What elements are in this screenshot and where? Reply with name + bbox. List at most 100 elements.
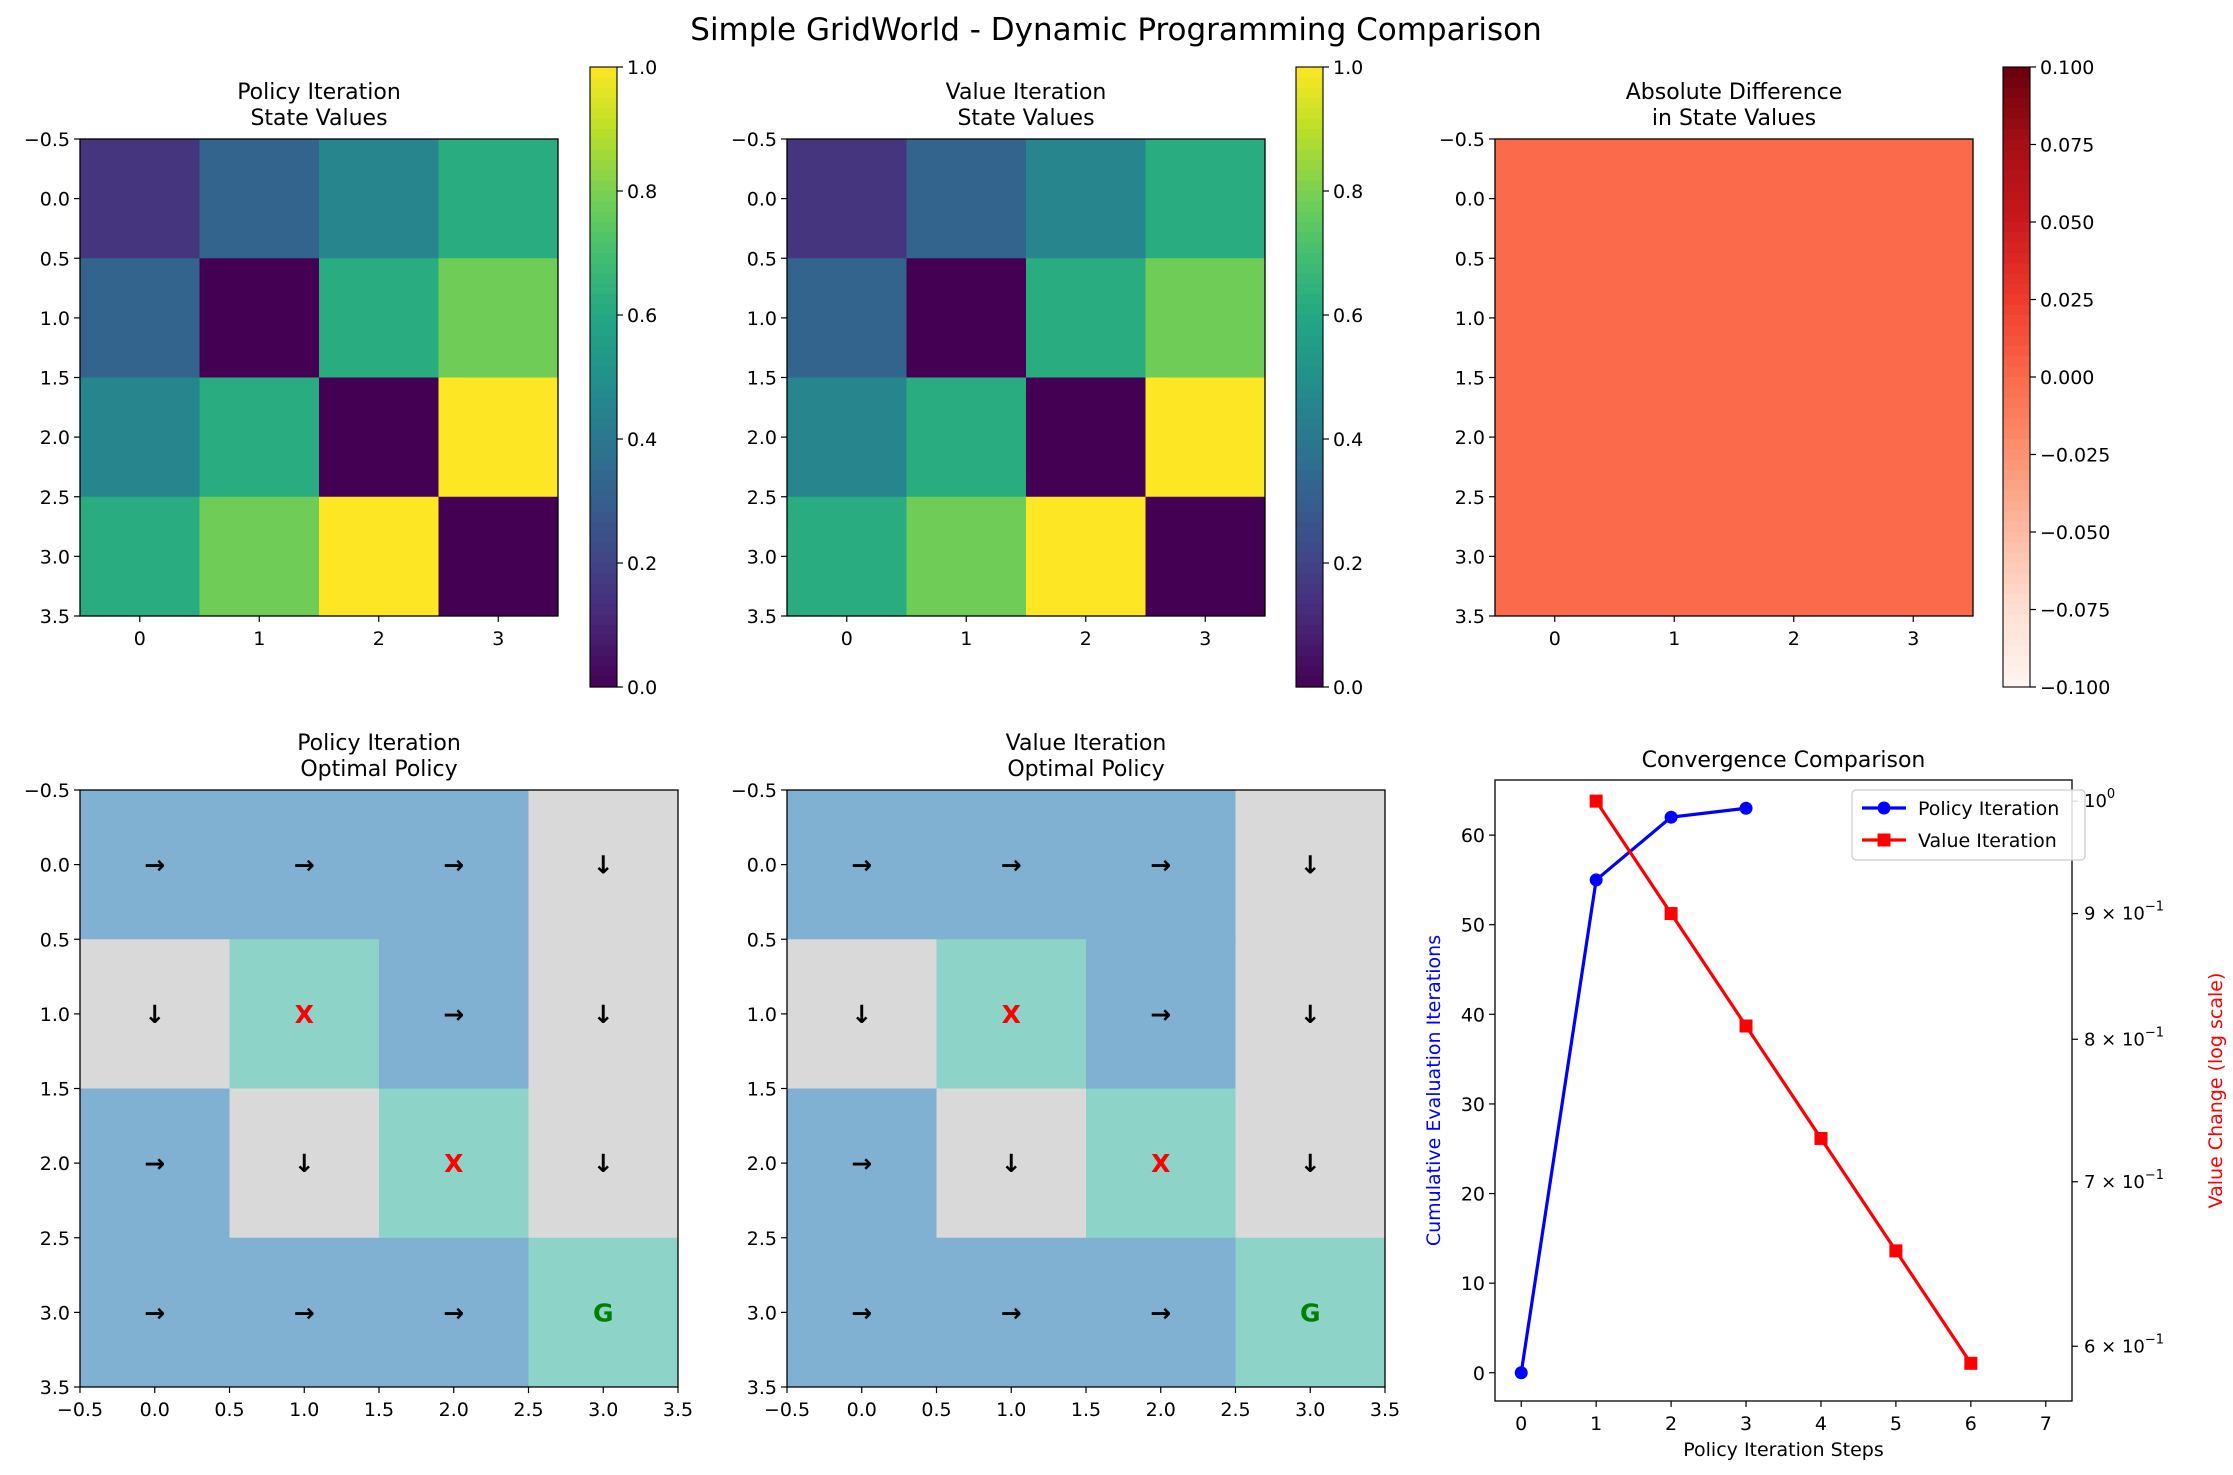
colorbar-segment (590, 532, 617, 543)
y-tick-label: 0.0 (40, 855, 70, 877)
policy-cell (379, 790, 529, 940)
heatmap-cell (1614, 258, 1735, 378)
colorbar-segment (1296, 676, 1323, 688)
colorbar-segment (590, 129, 617, 140)
policy-cell (528, 1237, 679, 1388)
y-tick-label: 0.5 (40, 929, 70, 951)
x-tick-label: 0.5 (214, 1399, 244, 1421)
arrow-right-icon: → (144, 1298, 165, 1327)
policy-cell (1235, 939, 1386, 1089)
colorbar-tick-label: −0.075 (2040, 600, 2110, 622)
colorbar-segment (590, 201, 617, 213)
policy-cell (1235, 1237, 1386, 1388)
policy-cell (379, 1237, 529, 1388)
plot-frame (1494, 779, 2073, 1402)
colorbar-segment (2003, 614, 2030, 626)
pi_values-title-line-1: Policy Iteration (237, 80, 401, 105)
tick-exponent: −1 (2145, 1025, 2164, 1040)
data-point (1589, 873, 1603, 887)
policy-cell (787, 1088, 937, 1239)
policy-cell (787, 939, 937, 1089)
y-tick-label: 1.5 (747, 368, 777, 390)
colorbar-tick-label: 0.2 (627, 553, 657, 575)
y-tick-label-right: 7 × 10−1 (2084, 1168, 2164, 1193)
colorbar-segment (1296, 542, 1323, 554)
x-tick-label: 1.5 (1071, 1399, 1101, 1421)
x-tick-label: 2 (373, 628, 385, 650)
colorbar-segment (590, 180, 617, 192)
y-tick-label-left: 40 (1461, 1004, 1485, 1026)
colorbar-segment (2003, 408, 2030, 419)
y-tick-label: −0.5 (24, 780, 70, 802)
x-tick-label: 3.0 (588, 1399, 618, 1421)
policy-cell (787, 790, 937, 940)
goal-mark: G (1300, 1298, 1321, 1327)
heatmap-cell (787, 377, 907, 498)
panel-abs_diff: −0.5 0.0 0.5 1.0 1.5 2.0 2.5 3.0 3.5 0 1 2 3 Absolute… (1439, 57, 2110, 699)
colorbar-segment (590, 118, 617, 130)
x-tick-label: 1 (1590, 1413, 1602, 1435)
y-tick-label: 0.5 (747, 929, 777, 951)
colorbar-segment (1296, 242, 1323, 254)
heatmap-cell (199, 139, 320, 259)
colorbar-segment (590, 583, 617, 595)
colorbar-segment (1296, 470, 1323, 481)
y-tick-label: 2.0 (747, 1153, 777, 1175)
colorbar-segment (590, 397, 617, 409)
y-tick-label: 1.0 (1455, 308, 1485, 330)
colorbar-segment (2003, 449, 2030, 461)
x-tick-label: 3 (1199, 628, 1211, 650)
x-tick-label: 7 (2040, 1413, 2052, 1435)
heatmap-cell (319, 258, 439, 378)
arrow-right-icon: → (1150, 851, 1171, 880)
colorbar-segment (2003, 552, 2030, 564)
heatmap-cell (1495, 258, 1615, 378)
colorbar-segment (2003, 366, 2030, 378)
pi_policy-title-line-2: Optimal Policy (300, 757, 457, 782)
heatmap-cell (1853, 258, 1974, 378)
colorbar-segment (1296, 139, 1323, 151)
colorbar-segment (2003, 573, 2030, 585)
colorbar-segment (1296, 366, 1323, 378)
colorbar-segment (2003, 377, 2030, 388)
x-tick-label: 1 (253, 628, 265, 650)
arrow-right-icon: → (443, 1298, 464, 1327)
data-point (1814, 1131, 1828, 1145)
data-point (1739, 801, 1753, 815)
colorbar-segment (2003, 428, 2030, 440)
colorbar-segment (590, 356, 617, 368)
heatmap-cell (787, 258, 907, 378)
obstacle-mark: X (444, 1149, 463, 1178)
y-tick-label: 3.5 (1455, 606, 1485, 628)
vi_values-title-line-2: State Values (957, 106, 1094, 131)
colorbar-tick-label: 0.025 (2040, 290, 2094, 312)
colorbar-frame (1295, 66, 1324, 688)
colorbar-segment (1296, 273, 1323, 285)
policy-cell (80, 790, 230, 940)
colorbar-segment (590, 335, 617, 347)
legend-box (1851, 789, 2086, 861)
policy-cell (528, 1088, 679, 1239)
colorbar-segment (1296, 604, 1323, 616)
x-tick-label: 1 (1668, 628, 1680, 650)
y-tick-label: 0.0 (747, 855, 777, 877)
colorbar-segment (590, 635, 617, 647)
y-tick-label-left: 10 (1461, 1273, 1485, 1295)
x-tick-label: 0 (1549, 628, 1561, 650)
x-tick-label: 5 (1890, 1413, 1902, 1435)
tick-base: 9 × 10 (2084, 904, 2145, 925)
panel-vi_values: −0.5 0.0 0.5 1.0 1.5 2.0 2.5 3.0 3.5 0 1 2 3 Value It… (731, 57, 1363, 699)
colorbar-segment (1296, 573, 1323, 585)
colorbar-segment (590, 222, 617, 233)
colorbar-segment (1296, 222, 1323, 233)
y-tick-label: 0.5 (40, 248, 70, 270)
colorbar-tick-label: 0.100 (2040, 57, 2094, 79)
heatmap-cell (1145, 258, 1266, 378)
heatmap-cell (1145, 377, 1266, 498)
policy-cell (379, 1088, 529, 1239)
arrow-down-icon: ↓ (1001, 1149, 1022, 1178)
colorbar-segment (2003, 315, 2030, 326)
colorbar-segment (2003, 676, 2030, 688)
colorbar-segment (590, 521, 617, 533)
y-tick-label: 3.5 (40, 606, 70, 628)
